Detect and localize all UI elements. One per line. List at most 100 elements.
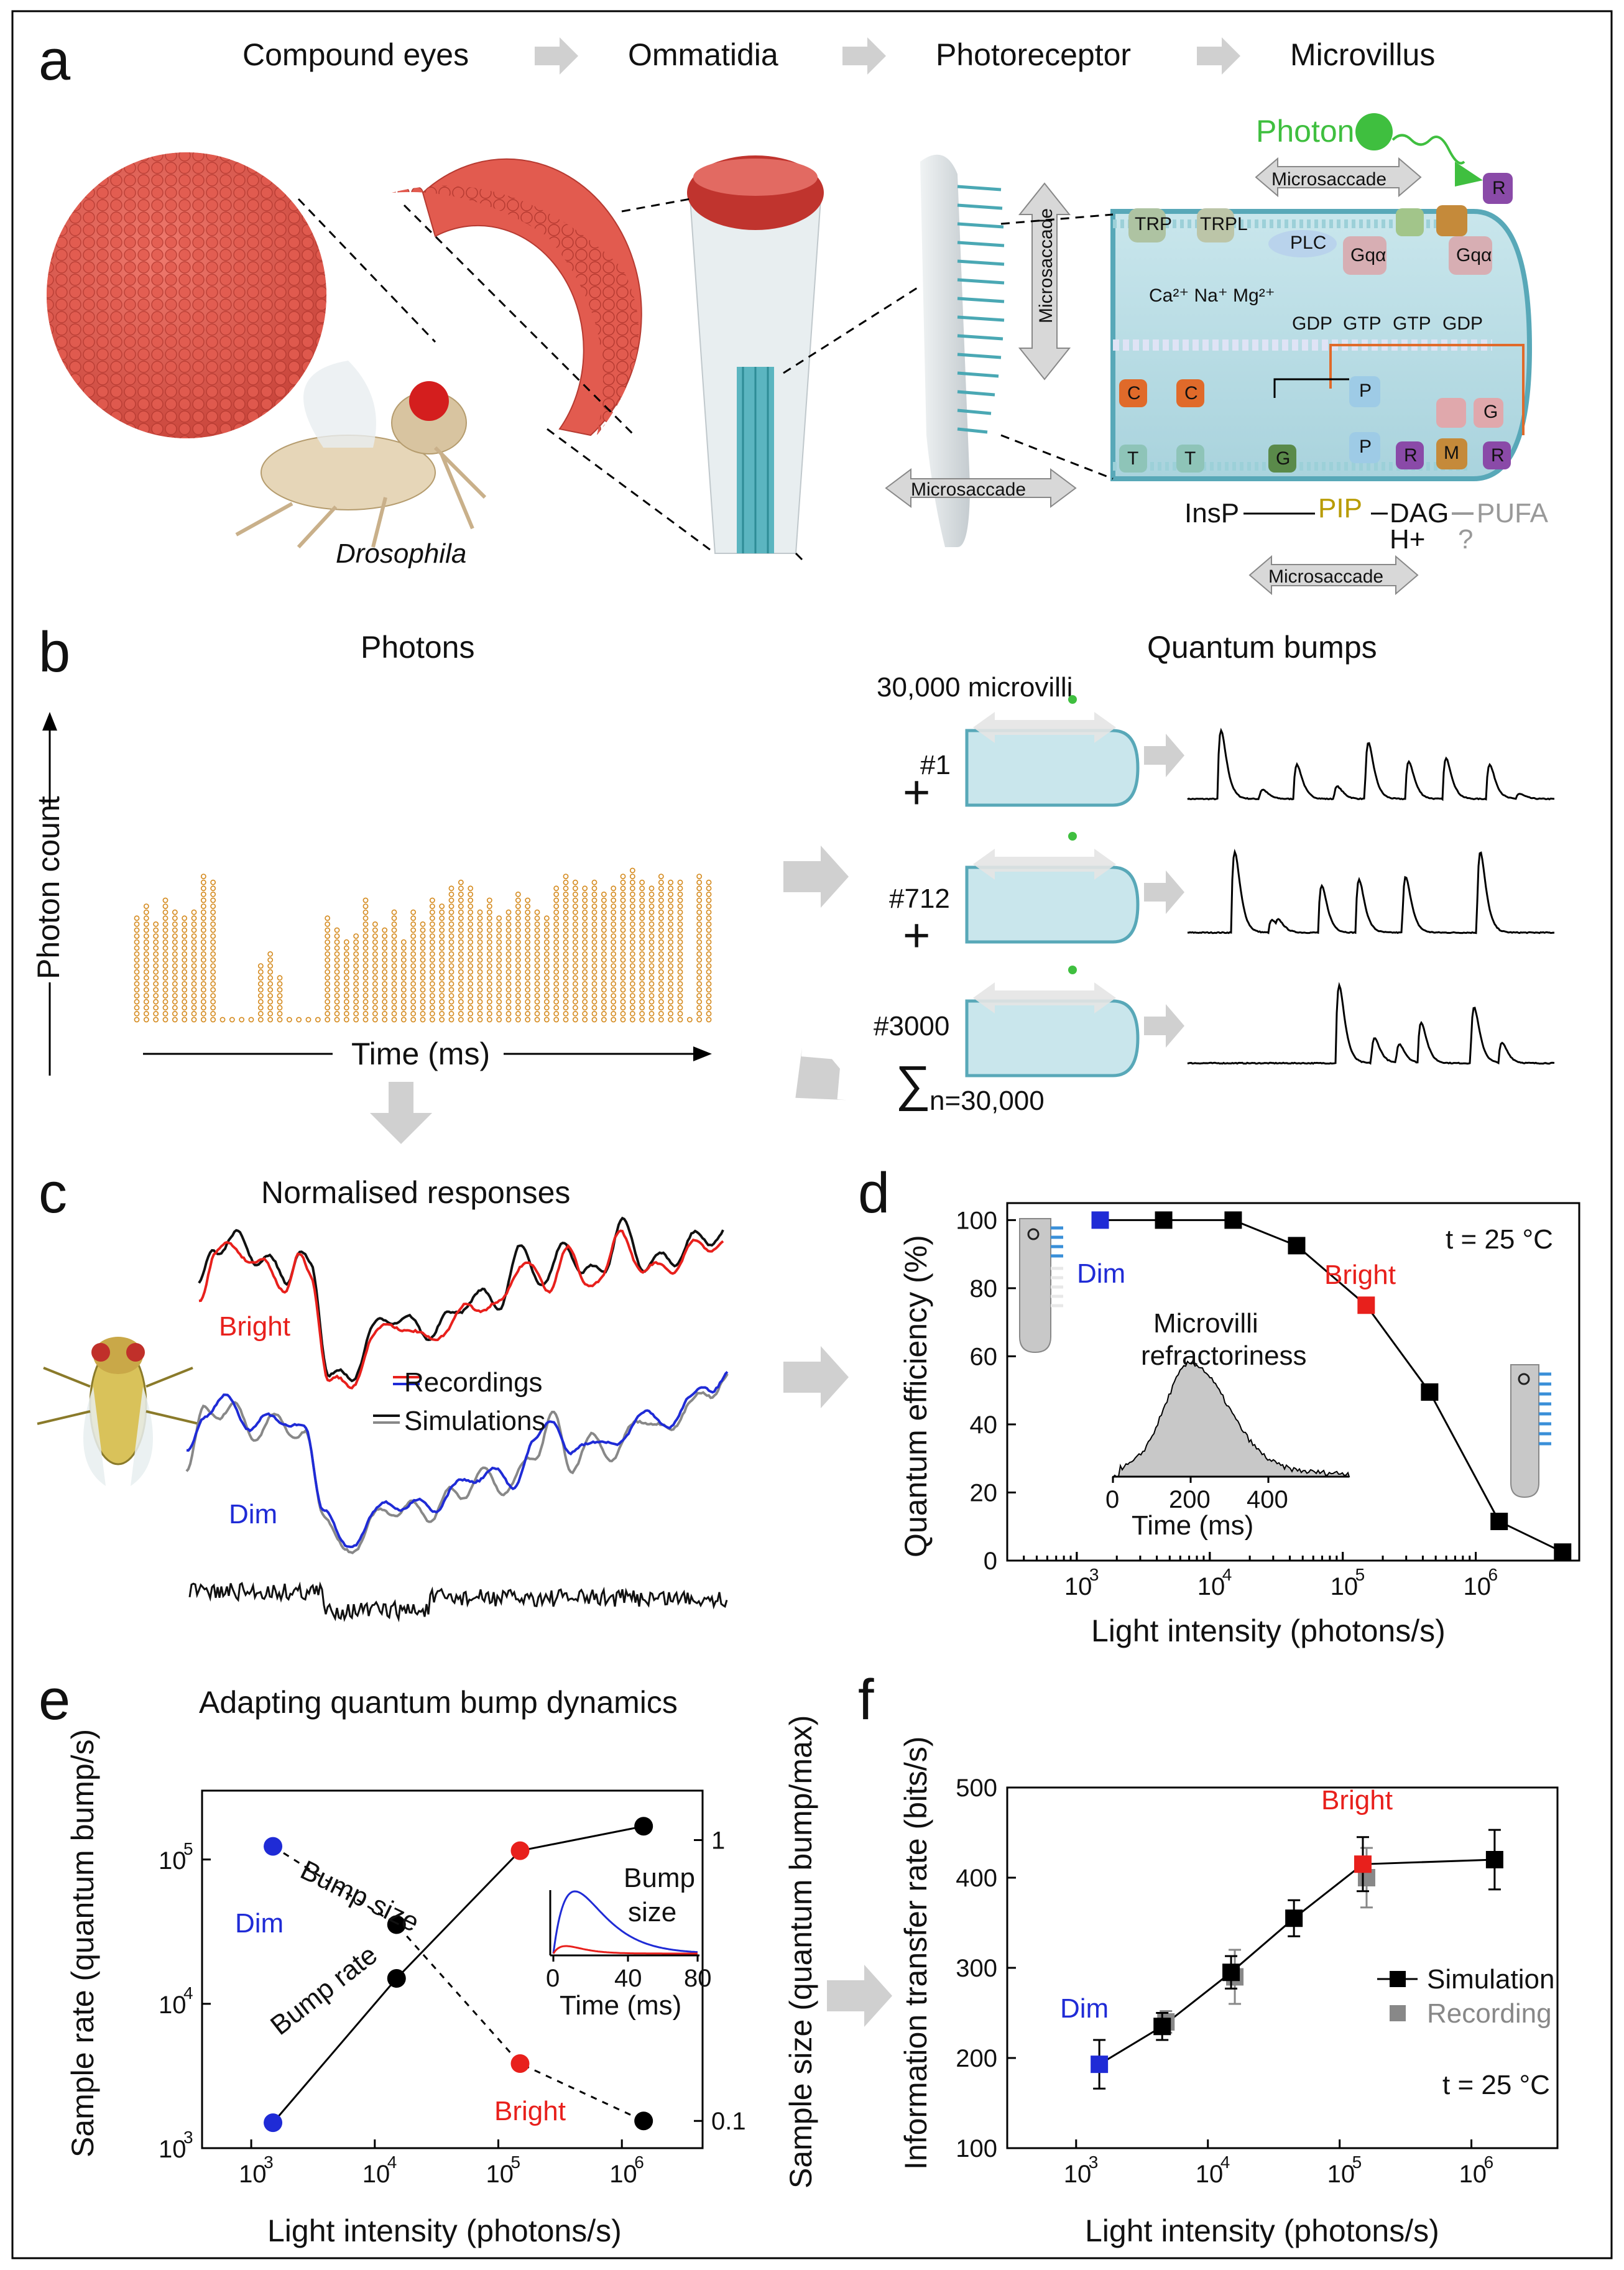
photon-dot — [468, 933, 474, 939]
photon-dot — [429, 939, 435, 945]
photon-dot — [601, 945, 607, 951]
photon-dot — [362, 963, 369, 969]
photon-dot — [210, 951, 216, 957]
y-tick-label: 300 — [956, 1955, 997, 1982]
photon-dot — [334, 987, 340, 993]
photon-dot — [391, 993, 397, 999]
photon-dot — [696, 874, 703, 879]
x-tick-label: 10 — [1064, 2161, 1092, 2188]
bright-simulation-trace — [198, 1216, 724, 1383]
photon-dot — [200, 993, 206, 999]
photon-dot — [420, 969, 426, 975]
photon-dot — [143, 963, 149, 969]
photon-dot — [582, 921, 588, 927]
photon-dot — [486, 975, 492, 981]
photon-dot — [182, 1005, 188, 1011]
photon-dot — [429, 921, 435, 927]
photon-dot — [391, 921, 397, 927]
cascade-gdp-1: GDP — [1292, 313, 1332, 334]
photon-dot — [706, 897, 712, 903]
photon-dot — [134, 969, 140, 975]
photon-dot — [153, 939, 159, 945]
photon-dot — [477, 939, 483, 945]
photon-dot — [582, 903, 588, 909]
photon-dot — [620, 999, 626, 1005]
photon-dot — [534, 1005, 540, 1011]
photon-dot — [534, 927, 540, 933]
photon-dot — [486, 993, 492, 999]
panel-letter-c: c — [39, 1161, 67, 1225]
simulation-point — [1285, 1909, 1303, 1927]
photon-dot — [458, 1017, 464, 1023]
photon-dot — [182, 969, 188, 975]
photon-dot — [277, 1011, 283, 1017]
photon-dot — [611, 969, 617, 975]
photon-dot — [182, 927, 188, 933]
photon-dot — [420, 1017, 426, 1023]
photon-dot — [658, 1017, 664, 1023]
photon-dot — [496, 957, 502, 963]
photon-dot — [620, 939, 626, 945]
photon-dot — [696, 933, 703, 939]
x-tick-exponent: 5 — [1355, 1565, 1365, 1584]
photon-dot — [515, 927, 521, 933]
photon-dot — [448, 945, 454, 951]
photon-dot — [448, 939, 454, 945]
photon-dot — [696, 993, 703, 999]
photon-dot — [382, 975, 388, 981]
photon-dot — [706, 987, 712, 993]
photon-dot — [448, 897, 454, 903]
photon-dot — [611, 1011, 617, 1017]
photon-dot — [543, 957, 550, 963]
x-tick-exponent: 3 — [1089, 2152, 1099, 2172]
photon-dot — [553, 897, 560, 903]
photon-dot — [591, 957, 597, 963]
photon-dot — [153, 921, 159, 927]
photon-dot — [267, 987, 274, 993]
photon-dot — [553, 903, 560, 909]
photon-dot — [486, 981, 492, 987]
photon-dot — [496, 981, 502, 987]
photon-dot — [563, 885, 569, 892]
photon-dot — [372, 957, 378, 963]
photon-dot — [582, 951, 588, 957]
photon-dot — [162, 945, 168, 951]
photon-dot — [534, 957, 540, 963]
photon-dot — [458, 945, 464, 951]
flow-row: Compound eyes Ommatidia Photoreceptor Mi… — [242, 37, 1435, 75]
photon-dot — [410, 999, 417, 1005]
photon-dot — [353, 975, 359, 981]
photon-dot — [468, 975, 474, 981]
photon-dot — [629, 969, 635, 975]
photon-dot — [572, 915, 578, 921]
chart-f-temperature: t = 25 °C — [1442, 2070, 1550, 2100]
photon-dot — [515, 892, 521, 897]
photon-dot — [668, 903, 674, 909]
photon-dot — [543, 987, 550, 993]
photon-dot — [620, 933, 626, 939]
photon-dot — [706, 915, 712, 921]
photon-dot — [620, 897, 626, 903]
y2-tick-label: 0.1 — [711, 2108, 746, 2135]
photon-dot — [639, 945, 645, 951]
photon-dot — [629, 921, 635, 927]
photon-dot — [372, 951, 378, 957]
photon-dot — [334, 951, 340, 957]
photon-dot — [572, 903, 578, 909]
photon-dot — [439, 933, 445, 939]
photon-dot — [448, 993, 454, 999]
photon-dot — [400, 939, 407, 945]
photon-icon: Photon — [1256, 113, 1483, 187]
photon-dot — [629, 1011, 635, 1017]
photon-dot — [200, 987, 206, 993]
photon-dot — [334, 939, 340, 945]
photon-dot — [677, 963, 683, 969]
photon-dot — [639, 987, 645, 993]
photon-dot — [439, 1017, 445, 1023]
photon-dot — [325, 939, 331, 945]
photon-dot — [477, 981, 483, 987]
photon-dot — [591, 879, 597, 885]
photon-dot — [353, 981, 359, 987]
fly-icon — [37, 1337, 200, 1486]
